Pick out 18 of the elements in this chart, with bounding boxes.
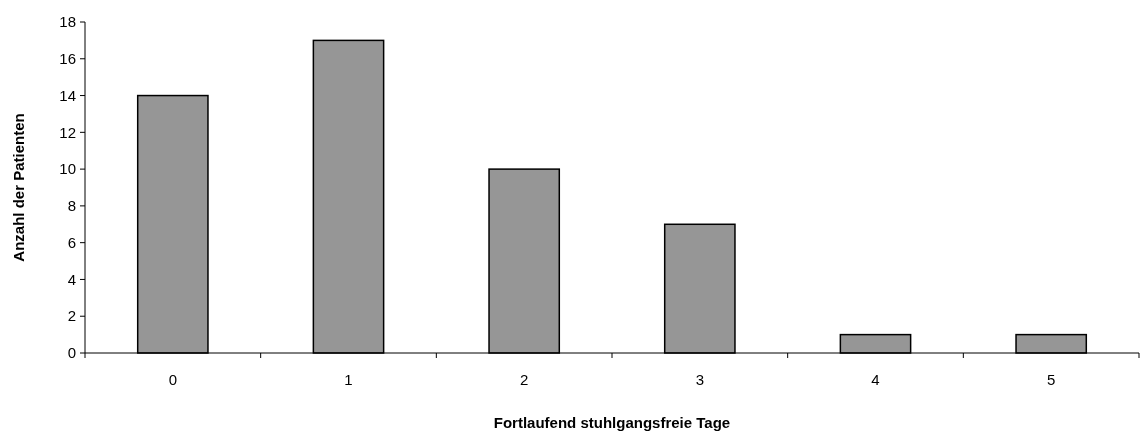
y-tick-label: 12: [59, 123, 76, 141]
x-tick-label: 1: [344, 371, 353, 388]
x-tick-label: 3: [695, 371, 705, 388]
x-tick-label: 4: [871, 371, 880, 388]
y-axis-title: Anzahl der Patienten: [10, 113, 27, 262]
y-tick-label: 10: [59, 160, 76, 178]
y-tick-label: 6: [67, 233, 76, 251]
y-tick-label: 2: [67, 307, 76, 325]
y-tick-label: 18: [59, 13, 76, 31]
x-tick-label: 0: [168, 371, 178, 388]
y-tick-label: 16: [59, 50, 76, 68]
x-tick-label: 2: [519, 371, 529, 388]
y-tick-label: 4: [67, 270, 76, 288]
y-tick-label: 0: [67, 344, 76, 362]
y-tick-label: 8: [67, 197, 76, 215]
x-tick-label: 5: [1046, 371, 1056, 388]
y-tick-label: 14: [59, 86, 76, 104]
x-axis-title: Fortlaufend stuhlgangsfreie Tage: [493, 414, 731, 431]
